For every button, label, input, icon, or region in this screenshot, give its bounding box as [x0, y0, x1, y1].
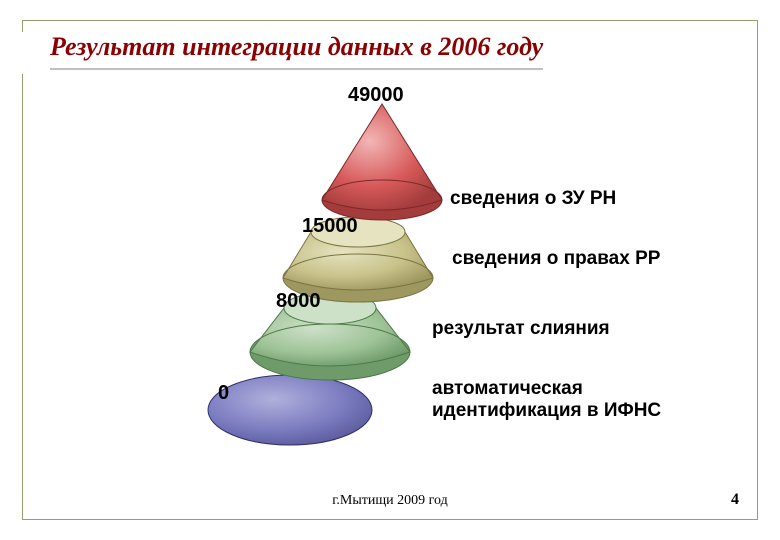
title-wrap: Результат интеграции данных в 2006 году — [22, 32, 557, 74]
cone-svg — [0, 80, 780, 510]
value-1: 15000 — [302, 215, 358, 238]
category-1: сведения о правах РР — [452, 248, 660, 270]
category-0: сведения о ЗУ РН — [450, 188, 616, 210]
page-title: Результат интеграции данных в 2006 году — [50, 32, 543, 70]
cone-diagram: 49000 15000 8000 0 сведения о ЗУ РН свед… — [0, 80, 780, 510]
value-0: 49000 — [348, 84, 404, 107]
value-2: 8000 — [276, 290, 321, 313]
cone-level-3 — [208, 375, 372, 445]
cone-level-2 — [250, 292, 410, 380]
cone-level-0 — [322, 104, 442, 220]
category-3: автоматическая идентификация в ИФНС — [432, 378, 661, 422]
category-2: результат слияния — [432, 318, 610, 340]
value-3: 0 — [218, 382, 229, 405]
